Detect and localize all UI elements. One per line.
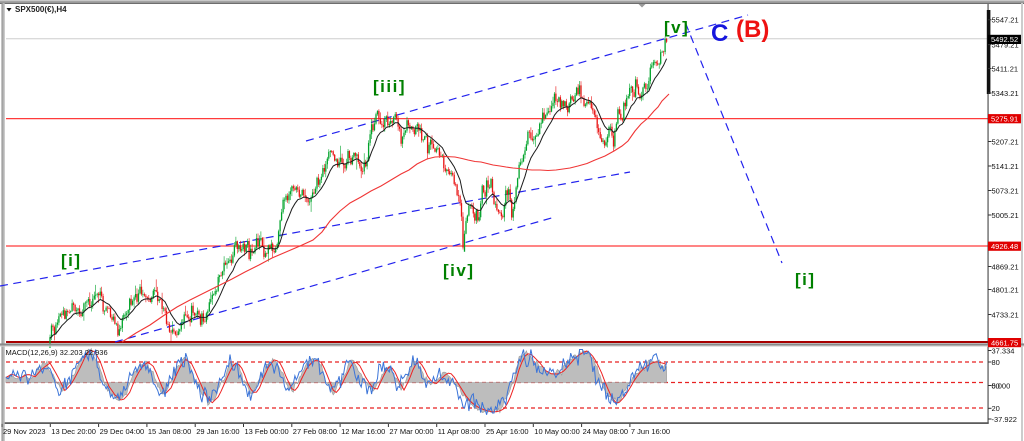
svg-text:4733.21: 4733.21 [992, 310, 1019, 319]
svg-text:12 Mar 16:00: 12 Mar 16:00 [341, 427, 385, 436]
svg-text:0.000: 0.000 [992, 381, 1011, 390]
svg-text:29 Jan 16:00: 29 Jan 16:00 [196, 427, 239, 436]
svg-text:13 Dec 20:00: 13 Dec 20:00 [51, 427, 96, 436]
svg-text:5411.21: 5411.21 [992, 64, 1019, 73]
svg-text:13 Feb 00:00: 13 Feb 00:00 [245, 427, 289, 436]
svg-text:27 Mar 00:00: 27 Mar 00:00 [389, 427, 433, 436]
svg-text:C: C [711, 20, 728, 47]
svg-text:20: 20 [992, 404, 1000, 413]
svg-text:[iv]: [iv] [443, 261, 475, 280]
svg-text:29 Dec 04:00: 29 Dec 04:00 [100, 427, 145, 436]
svg-text:15 Jan 08:00: 15 Jan 08:00 [148, 427, 191, 436]
svg-text:(B): (B) [736, 16, 769, 43]
svg-text:27 Feb 08:00: 27 Feb 08:00 [293, 427, 337, 436]
svg-text:5547.21: 5547.21 [992, 16, 1019, 25]
svg-text:4869.21: 4869.21 [992, 262, 1019, 271]
svg-text:29 Nov 2023: 29 Nov 2023 [3, 427, 46, 436]
svg-text:5343.21: 5343.21 [992, 89, 1019, 98]
svg-text:5492.52: 5492.52 [991, 35, 1018, 44]
svg-text:5207.21: 5207.21 [992, 137, 1019, 146]
svg-text:[i]: [i] [61, 251, 82, 270]
svg-text:-37.922: -37.922 [992, 415, 1017, 424]
svg-text:37.334: 37.334 [992, 346, 1015, 355]
svg-text:SPX500(€),H4: SPX500(€),H4 [15, 5, 67, 14]
svg-text:5073.21: 5073.21 [992, 186, 1019, 195]
svg-text:[i]: [i] [795, 270, 816, 289]
svg-text:7 Jun 16:00: 7 Jun 16:00 [631, 427, 670, 436]
svg-text:[v]: [v] [664, 18, 689, 37]
svg-text:[iii]: [iii] [373, 77, 406, 96]
svg-text:MACD(12,26,9) 32.203 22.936: MACD(12,26,9) 32.203 22.936 [6, 348, 108, 357]
svg-text:24 May 08:00: 24 May 08:00 [583, 427, 628, 436]
svg-text:4801.21: 4801.21 [992, 285, 1019, 294]
svg-text:4926.48: 4926.48 [991, 242, 1018, 251]
svg-text:4661.75: 4661.75 [991, 338, 1018, 347]
svg-text:80: 80 [992, 358, 1000, 367]
svg-text:50: 50 [992, 381, 1000, 390]
svg-text:5141.21: 5141.21 [992, 162, 1019, 171]
svg-text:25 Apr 16:00: 25 Apr 16:00 [486, 427, 529, 436]
svg-text:10 May 00:00: 10 May 00:00 [534, 427, 579, 436]
svg-text:5479.21: 5479.21 [992, 40, 1019, 49]
svg-text:5275.91: 5275.91 [991, 114, 1018, 123]
svg-text:5005.21: 5005.21 [992, 211, 1019, 220]
svg-text:11 Apr 08:00: 11 Apr 08:00 [438, 427, 480, 436]
